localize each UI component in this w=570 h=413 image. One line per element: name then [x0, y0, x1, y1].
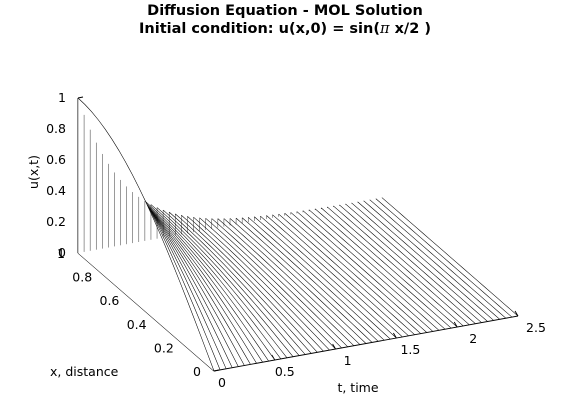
x-tick-label-0: 0: [193, 364, 201, 379]
x-tick-label-1: 0.2: [154, 340, 174, 355]
surface-curve-27: [241, 217, 379, 342]
t-tick-3: [393, 332, 397, 339]
surface-curve-30: [260, 215, 397, 339]
surface-curve-12: [150, 204, 288, 358]
z-tick-label-5: 1: [58, 90, 66, 105]
surface-fill-28: [248, 217, 385, 341]
surface-curve-10: [138, 196, 276, 361]
t-tick-4: [453, 321, 458, 328]
surface-curve-13: [156, 207, 294, 357]
surface-fill-21: [205, 218, 342, 348]
t-tick-label-0: 0: [218, 375, 226, 390]
z-axis-label: u(x,t): [26, 155, 41, 189]
z-tick-label-2: 0.4: [46, 183, 66, 198]
surface-fill-26: [236, 218, 373, 343]
surface-curve-36: [296, 211, 434, 332]
x-tick-label-5: 1: [57, 246, 65, 261]
surface-curve-32: [272, 214, 409, 337]
z-tick-label-1: 0.2: [46, 214, 66, 229]
surface-fill-18: [187, 216, 324, 352]
subtitle-pi: π: [379, 21, 390, 37]
t-tick-label-5: 2.5: [526, 320, 546, 335]
surface-curve-28: [248, 217, 385, 341]
subtitle-suffix: x/2 ): [389, 21, 431, 37]
surface-curve-46: [357, 201, 494, 321]
surface-curve-43: [339, 204, 476, 324]
surface-fill-31: [266, 215, 403, 337]
surface-curve-11: [144, 200, 282, 360]
x-tick-0: [213, 369, 220, 372]
surface-fill-25: [230, 218, 366, 344]
t-tick-5: [514, 310, 519, 317]
t-tick-label-2: 1: [344, 353, 352, 368]
z-tick-label-0: 0: [58, 245, 66, 260]
surface-curve-40: [321, 207, 458, 328]
surface-fill-29: [254, 216, 391, 340]
surface-curve-50: [381, 197, 519, 317]
surface-curve-38: [308, 209, 446, 330]
surface-fill-16: [175, 213, 312, 354]
z-tick-5: [77, 96, 84, 99]
z-tick-label-4: 0.8: [46, 121, 66, 136]
surface-fill-24: [223, 218, 360, 345]
x-axis-label: x, distance: [50, 364, 119, 379]
surface-curve-0: [77, 97, 215, 372]
surface-curve-14: [162, 209, 300, 356]
t-axis-label: t, time: [337, 380, 378, 395]
surface-fill-0: [78, 98, 214, 371]
surface-curve-45: [351, 202, 488, 322]
surface-curve-47: [363, 200, 500, 320]
surface-curve-48: [369, 199, 507, 319]
surface-fill-19: [193, 217, 330, 351]
surface-curve-49: [375, 198, 513, 318]
surface-curve-31: [266, 215, 403, 338]
surface-curve-34: [284, 213, 421, 334]
chart-title: Diffusion Equation - MOL Solution: [147, 3, 423, 19]
surface-curve-23: [217, 218, 355, 346]
t-tick-label-1: 0.5: [275, 364, 295, 379]
surface-curve-35: [290, 212, 427, 333]
t-tick-label-3: 1.5: [400, 342, 420, 357]
surface-curve-33: [278, 213, 415, 335]
surface-curve-29: [254, 216, 391, 340]
surface-curve-22: [211, 218, 348, 347]
surface-fill-23: [217, 218, 354, 346]
surface-curve-15: [169, 211, 306, 355]
surface-fill-32: [272, 214, 409, 336]
surface-curve-39: [314, 208, 452, 329]
surface-curve-19: [193, 217, 330, 351]
surface-curve-42: [333, 205, 470, 326]
surface-curve-16: [175, 213, 312, 354]
surface-fill-22: [211, 218, 348, 347]
x-tick-label-2: 0.4: [127, 317, 147, 332]
surface-curve-44: [345, 203, 482, 323]
surface-mesh: [77, 97, 519, 372]
z-tick-label-3: 0.6: [46, 152, 66, 167]
surface-fill-30: [260, 216, 397, 338]
surface-curve-18: [187, 216, 324, 352]
surface-curve-26: [235, 217, 373, 343]
surface-curve-17: [181, 215, 318, 353]
chart-title-block: Diffusion Equation - MOL Solution Initia…: [0, 2, 570, 38]
surface-curve-24: [223, 218, 361, 345]
surface-curve-25: [229, 218, 367, 344]
subtitle-prefix: Initial condition: u(x,0) = sin(: [139, 21, 380, 37]
surface-curve-41: [327, 206, 464, 327]
surface-fill-27: [242, 217, 379, 342]
x-tick-label-3: 0.6: [100, 293, 120, 308]
surface-curve-9: [132, 191, 269, 362]
t-tick-label-4: 2: [469, 331, 477, 346]
surface-fill-20: [199, 217, 336, 349]
surface-curve-20: [199, 217, 336, 350]
surface-curve-37: [302, 210, 440, 331]
axis-labels: 00.20.40.60.8100.20.40.60.8100.511.522.5…: [26, 90, 546, 395]
surface-curve-21: [205, 218, 342, 349]
x-tick-label-4: 0.8: [72, 270, 92, 285]
surface-fill-17: [181, 215, 318, 353]
chart-subtitle: Initial condition: u(x,0) = sin(π x/2 ): [0, 20, 570, 38]
